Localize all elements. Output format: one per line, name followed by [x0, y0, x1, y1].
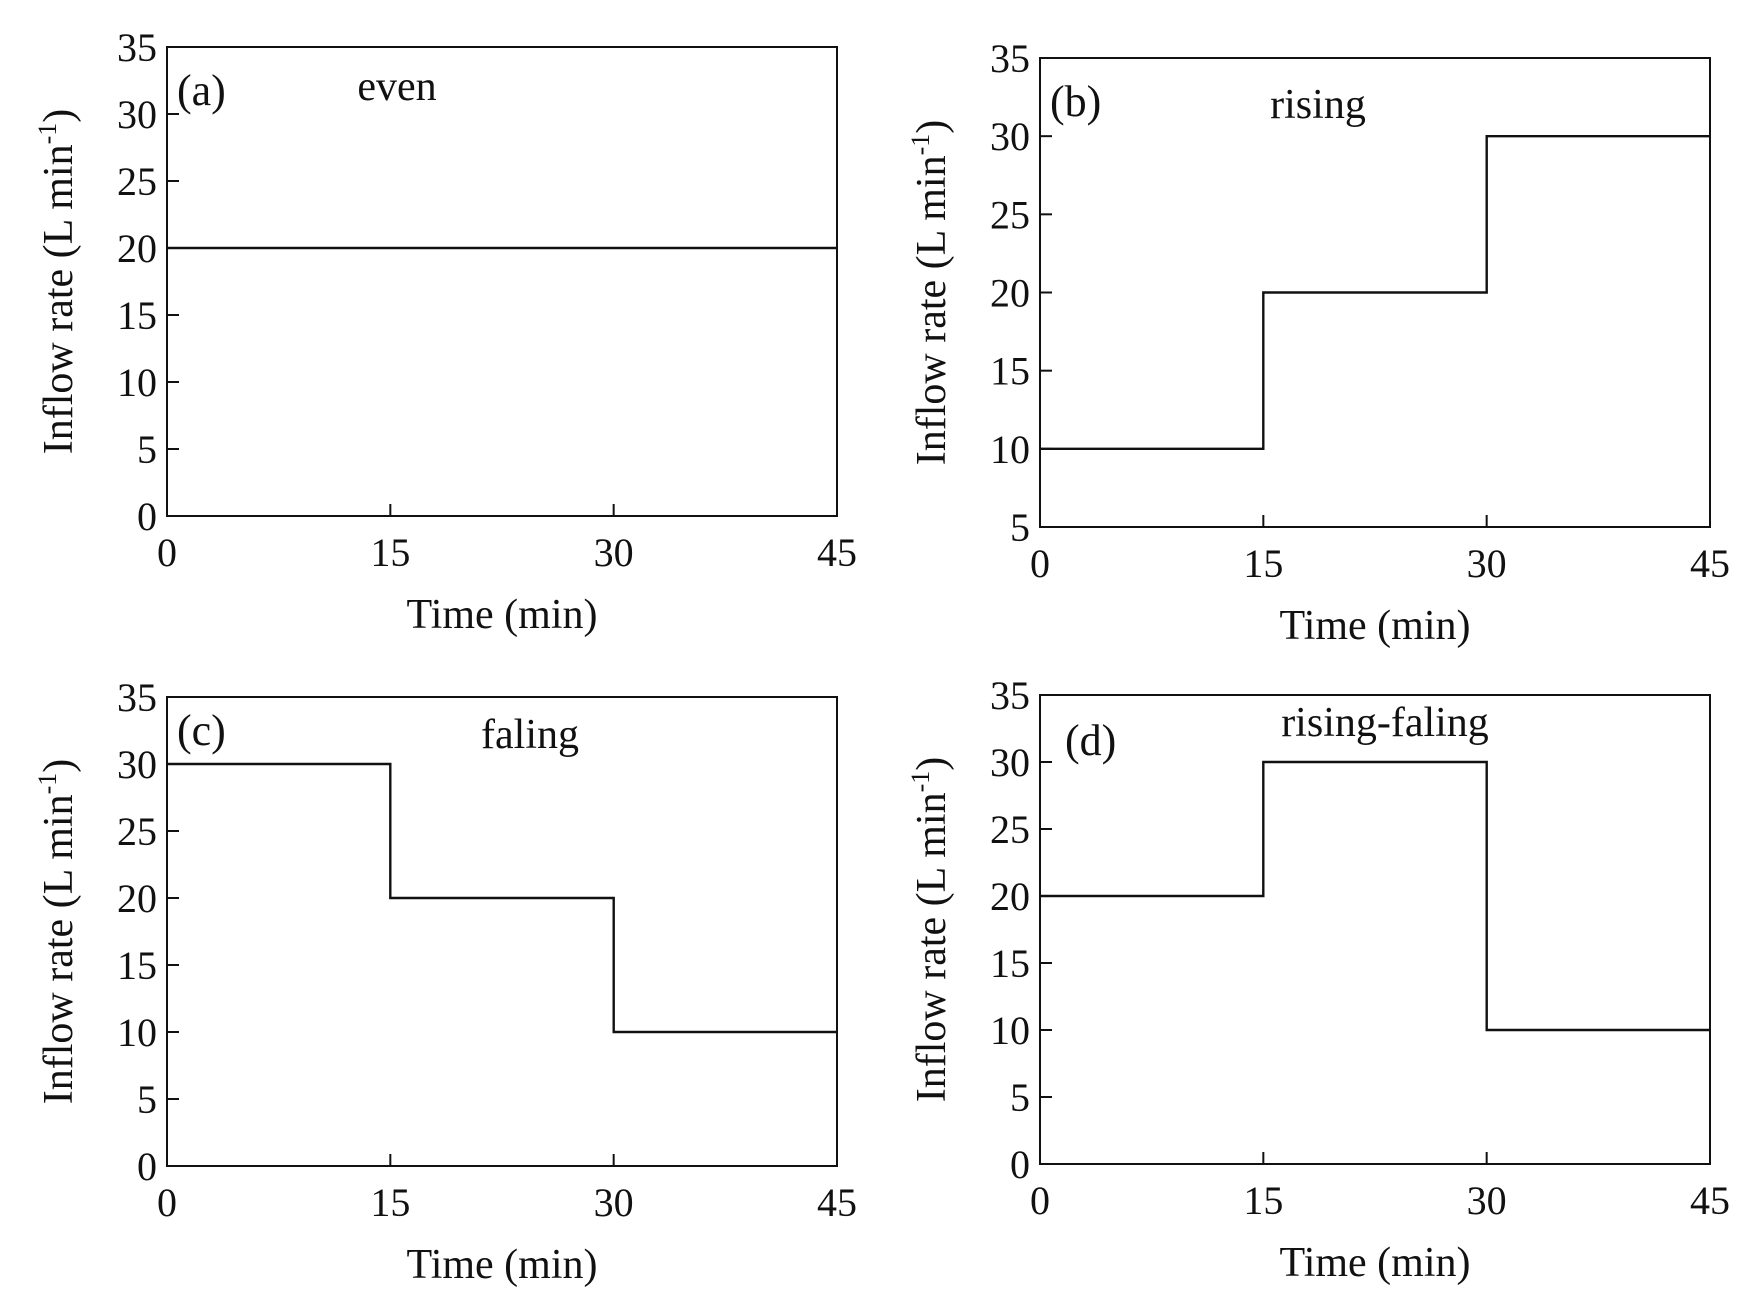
y-axis-label: Inflow rate (L min-1) [906, 757, 955, 1103]
y-tick-label-30: 30 [990, 114, 1030, 159]
y-tick-label-15: 15 [117, 293, 157, 338]
y-axis-label-text: Inflow rate (L min [36, 794, 82, 1104]
y-tick-label-30: 30 [117, 92, 157, 137]
y-tick-label-20: 20 [990, 271, 1030, 316]
y-axis-label-close: ) [909, 757, 955, 771]
x-tick-label-45: 45 [817, 530, 857, 575]
y-axis-label-text: Inflow rate (L min [36, 144, 82, 454]
y-tick-label-10: 10 [990, 1008, 1030, 1053]
x-tick-label-0: 0 [157, 530, 177, 575]
x-axis-label: Time (min) [407, 592, 598, 638]
x-tick-label-0: 0 [157, 1180, 177, 1225]
y-tick-label-25: 25 [117, 809, 157, 854]
plot-frame [166, 696, 838, 1167]
y-axis-label-close: ) [36, 109, 82, 123]
y-axis-label-sup: -1 [33, 123, 62, 145]
y-tick-label-30: 30 [117, 742, 157, 787]
x-tick-label-0: 0 [1030, 1178, 1050, 1223]
y-tick-label-25: 25 [117, 159, 157, 204]
scenario-label: even [357, 64, 436, 110]
x-tick-label-30: 30 [1467, 541, 1507, 586]
x-tick-label-30: 30 [1467, 1178, 1507, 1223]
x-tick-label-45: 45 [1690, 1178, 1730, 1223]
y-tick-label-0: 0 [137, 1144, 157, 1189]
panel-d: 0 15 30 45 0 5 10 15 20 25 30 35 Time (min) Inflow ra… [906, 673, 1730, 1286]
scenario-label: rising-faling [1281, 700, 1489, 746]
x-tick-label-30: 30 [594, 1180, 634, 1225]
x-tick-label-0: 0 [1030, 541, 1050, 586]
scenario-label: rising [1270, 82, 1366, 128]
y-axis-label-sup: -1 [906, 771, 935, 793]
y-tick-label-5: 5 [1010, 505, 1030, 550]
y-tick-label-15: 15 [990, 349, 1030, 394]
x-tick-label-15: 15 [1243, 541, 1283, 586]
y-tick-label-0: 0 [1010, 1142, 1030, 1187]
x-axis-label: Time (min) [1280, 603, 1471, 649]
x-tick-label-30: 30 [594, 530, 634, 575]
y-axis-label-close: ) [909, 120, 955, 134]
y-tick-label-15: 15 [990, 941, 1030, 986]
y-axis-label: Inflow rate (L min-1) [33, 759, 82, 1105]
x-tick-label-45: 45 [1690, 541, 1730, 586]
x-tick-label-15: 15 [370, 530, 410, 575]
y-axis-label-sup: -1 [906, 134, 935, 156]
y-tick-label-5: 5 [137, 1077, 157, 1122]
panel-label: (d) [1065, 716, 1116, 765]
y-tick-label-25: 25 [990, 807, 1030, 852]
y-tick-label-35: 35 [990, 36, 1030, 81]
y-tick-label-35: 35 [990, 673, 1030, 718]
y-tick-label-35: 35 [117, 25, 157, 70]
y-axis-label-text: Inflow rate (L min [909, 792, 955, 1102]
y-axis-label: Inflow rate (L min-1) [906, 120, 955, 466]
y-axis-label-text: Inflow rate (L min [909, 155, 955, 465]
y-tick-label-20: 20 [117, 876, 157, 921]
y-tick-label-5: 5 [137, 427, 157, 472]
x-tick-label-45: 45 [817, 1180, 857, 1225]
y-tick-label-0: 0 [137, 494, 157, 539]
panel-a: 0 15 30 45 0 5 10 15 20 25 30 35 Time (min) Inflow ra… [33, 25, 857, 638]
y-axis-label-sup: -1 [33, 773, 62, 795]
series-line-rising-faling [1040, 760, 1710, 1032]
y-tick-label-10: 10 [990, 427, 1030, 472]
y-tick-label-10: 10 [117, 360, 157, 405]
y-tick-label-20: 20 [990, 874, 1030, 919]
x-axis-label: Time (min) [407, 1242, 598, 1288]
y-axis-label: Inflow rate (L min-1) [33, 109, 82, 455]
x-axis-label: Time (min) [1280, 1240, 1471, 1286]
y-tick-label-35: 35 [117, 675, 157, 720]
plot-frame [166, 46, 838, 517]
y-tick-label-20: 20 [117, 226, 157, 271]
scenario-label: faling [481, 712, 579, 758]
panel-c: 0 15 30 45 0 5 10 15 20 25 30 35 Time (min) Inflow ra… [33, 675, 857, 1288]
series-line-faling [167, 762, 837, 1034]
x-tick-label-15: 15 [1243, 1178, 1283, 1223]
panel-label: (c) [177, 706, 226, 755]
y-axis-label-close: ) [36, 759, 82, 773]
y-tick-label-15: 15 [117, 943, 157, 988]
y-tick-label-25: 25 [990, 192, 1030, 237]
plot-frame [1039, 694, 1711, 1165]
y-tick-label-5: 5 [1010, 1075, 1030, 1120]
y-tick-label-10: 10 [117, 1010, 157, 1055]
panel-label: (a) [177, 66, 226, 115]
panel-label: (b) [1050, 77, 1101, 126]
x-tick-label-15: 15 [370, 1180, 410, 1225]
y-tick-label-30: 30 [990, 740, 1030, 785]
series-line-rising [1040, 134, 1710, 450]
panel-b: 0 15 30 45 5 10 15 20 25 30 35 Time (min) Inflow rat… [906, 36, 1730, 649]
